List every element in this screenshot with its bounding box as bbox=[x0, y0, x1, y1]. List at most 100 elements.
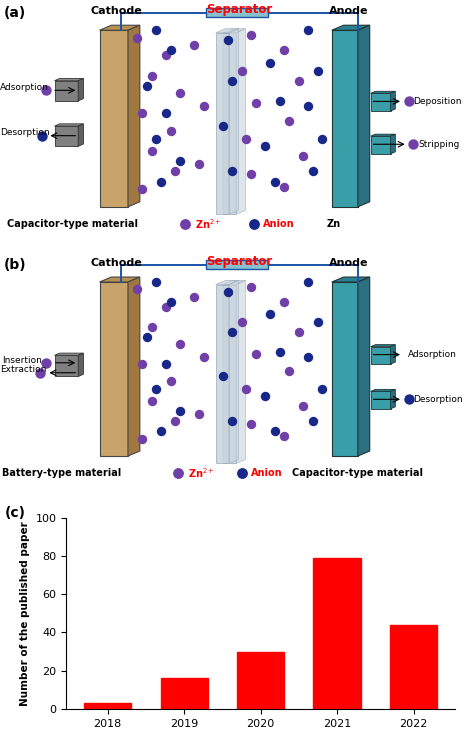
Point bbox=[191, 39, 198, 51]
Point bbox=[167, 125, 174, 137]
Polygon shape bbox=[391, 344, 395, 364]
Point bbox=[138, 358, 146, 370]
Point bbox=[281, 181, 288, 192]
Polygon shape bbox=[55, 353, 83, 355]
Point bbox=[266, 308, 274, 320]
Text: Anion: Anion bbox=[251, 469, 283, 478]
Text: Anion: Anion bbox=[263, 219, 295, 230]
Text: Zn$^{2+}$: Zn$^{2+}$ bbox=[195, 218, 222, 231]
Point bbox=[176, 88, 184, 99]
Point bbox=[153, 276, 160, 288]
Bar bbox=[237, 651, 284, 709]
Point bbox=[148, 395, 155, 407]
Polygon shape bbox=[358, 25, 370, 207]
Point bbox=[200, 351, 208, 363]
Text: Anode: Anode bbox=[328, 7, 368, 16]
Point bbox=[162, 301, 170, 313]
Text: (a): (a) bbox=[4, 7, 26, 20]
Point bbox=[243, 383, 250, 395]
Point bbox=[43, 357, 50, 368]
Polygon shape bbox=[229, 29, 238, 214]
Polygon shape bbox=[371, 94, 391, 111]
Point bbox=[271, 425, 279, 437]
Point bbox=[42, 85, 50, 96]
Text: Desorption: Desorption bbox=[0, 128, 50, 137]
Text: Insertion: Insertion bbox=[2, 356, 42, 365]
Point bbox=[200, 100, 208, 112]
Polygon shape bbox=[55, 80, 78, 101]
Point bbox=[247, 168, 255, 180]
Point bbox=[252, 348, 260, 360]
Point bbox=[295, 75, 302, 86]
FancyBboxPatch shape bbox=[206, 8, 268, 17]
Point bbox=[134, 284, 141, 295]
Text: Desorption: Desorption bbox=[413, 395, 463, 404]
Polygon shape bbox=[332, 25, 370, 30]
Point bbox=[148, 145, 155, 157]
Point bbox=[228, 415, 236, 427]
Polygon shape bbox=[332, 277, 370, 282]
Point bbox=[285, 366, 293, 377]
Point bbox=[167, 296, 174, 308]
Point bbox=[276, 346, 283, 357]
Text: Capacitor-type material: Capacitor-type material bbox=[292, 469, 422, 478]
Point bbox=[228, 326, 236, 338]
Text: Separator: Separator bbox=[206, 255, 273, 268]
Point bbox=[153, 383, 160, 395]
Text: Zn$^{2+}$: Zn$^{2+}$ bbox=[188, 466, 215, 480]
Point bbox=[228, 166, 236, 178]
Polygon shape bbox=[100, 30, 128, 207]
Polygon shape bbox=[55, 78, 83, 80]
Point bbox=[238, 65, 246, 77]
Polygon shape bbox=[229, 281, 238, 463]
Point bbox=[276, 95, 283, 107]
Point bbox=[304, 24, 312, 36]
Polygon shape bbox=[332, 30, 358, 207]
Point bbox=[162, 358, 170, 370]
Point bbox=[162, 107, 170, 119]
Point bbox=[247, 418, 255, 430]
Point bbox=[157, 425, 165, 437]
Point bbox=[138, 183, 146, 195]
Bar bbox=[84, 703, 131, 709]
Point bbox=[157, 175, 165, 187]
Point bbox=[191, 291, 198, 303]
Y-axis label: Number of the published paper: Number of the published paper bbox=[20, 521, 30, 705]
Text: Anode: Anode bbox=[328, 258, 368, 268]
Point bbox=[266, 57, 274, 69]
Point bbox=[228, 75, 236, 86]
Text: (c): (c) bbox=[5, 506, 26, 520]
Text: Cathode: Cathode bbox=[90, 7, 142, 16]
Polygon shape bbox=[128, 277, 140, 456]
Polygon shape bbox=[371, 136, 391, 154]
Text: Adsorption: Adsorption bbox=[408, 350, 456, 359]
Polygon shape bbox=[223, 284, 236, 463]
Point bbox=[304, 276, 312, 288]
Polygon shape bbox=[128, 25, 140, 207]
Point bbox=[281, 45, 288, 56]
Point bbox=[247, 29, 255, 41]
Point bbox=[138, 107, 146, 119]
Point bbox=[167, 45, 174, 56]
Point bbox=[195, 408, 203, 420]
Point bbox=[300, 151, 307, 162]
Polygon shape bbox=[223, 33, 236, 214]
Point bbox=[143, 331, 151, 343]
Polygon shape bbox=[391, 91, 395, 111]
Point bbox=[304, 351, 312, 363]
Polygon shape bbox=[371, 135, 395, 136]
Point bbox=[309, 166, 317, 178]
Polygon shape bbox=[100, 282, 128, 456]
FancyBboxPatch shape bbox=[206, 260, 268, 269]
Point bbox=[319, 383, 326, 395]
Point bbox=[195, 158, 203, 170]
Polygon shape bbox=[391, 135, 395, 154]
Point bbox=[172, 415, 179, 427]
Point bbox=[167, 376, 174, 387]
Text: (b): (b) bbox=[4, 259, 27, 273]
Point bbox=[250, 219, 257, 230]
Polygon shape bbox=[216, 29, 238, 33]
Point bbox=[319, 133, 326, 145]
Polygon shape bbox=[236, 29, 246, 214]
Point bbox=[405, 393, 412, 405]
